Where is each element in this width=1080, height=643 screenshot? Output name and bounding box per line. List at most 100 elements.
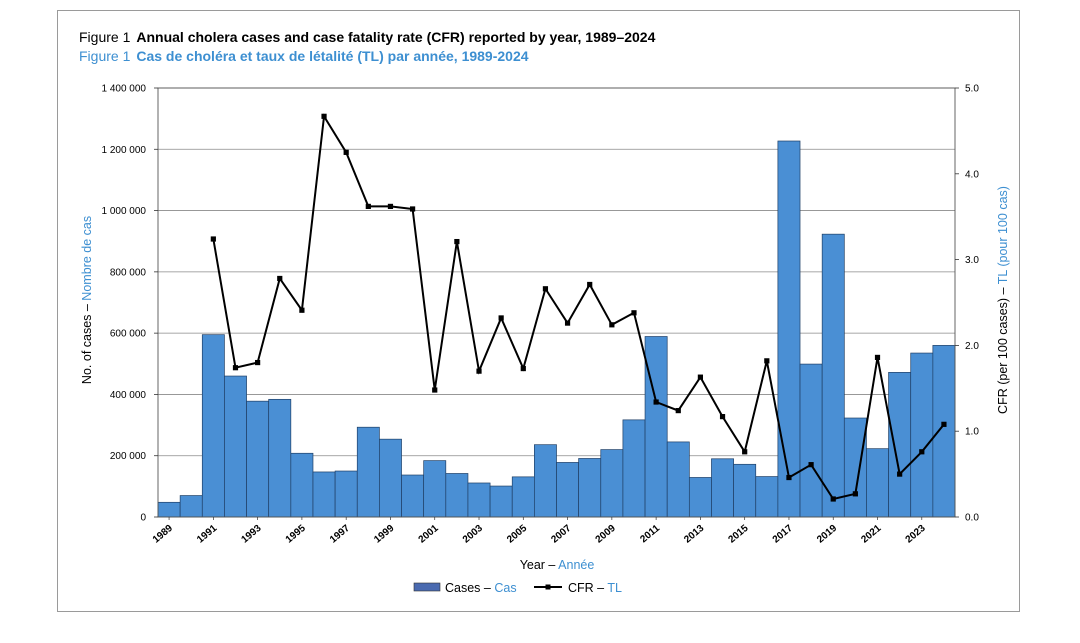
x-tick-label: 2009 [594, 523, 618, 546]
bar-2018 [799, 363, 823, 518]
cfr-point-2013 [697, 374, 704, 380]
cfr-line [212, 113, 945, 501]
cfr-point-2022 [897, 471, 903, 477]
bar-2015 [733, 463, 757, 518]
bar-2006 [534, 444, 557, 518]
figure-title-en: Figure 1 Annual cholera cases and case fa… [79, 29, 655, 45]
bar-2017 [777, 140, 801, 518]
right-tick-label: 1.0 [965, 427, 979, 438]
left-tick-label: 1 000 000 [102, 206, 147, 217]
left-tick-label: 1 200 000 [102, 145, 147, 156]
x-tick-label: 1995 [284, 523, 308, 546]
bar-2024 [932, 345, 956, 518]
x-axis-title: Year – Année [520, 558, 595, 572]
right-axis-title-en: CFR (per 100 cases) – [996, 284, 1010, 414]
cfr-point-2020 [852, 491, 858, 497]
bar-2007 [556, 462, 579, 518]
cfr-point-2023 [919, 449, 925, 455]
cfr-point-1993 [255, 359, 261, 366]
bar-2016 [755, 476, 779, 518]
left-tick-label: 800 000 [110, 267, 147, 278]
legend-cases-fr: Cas [494, 581, 516, 595]
cfr-point-2008 [587, 281, 593, 288]
cfr-point-1999 [387, 203, 394, 210]
bar-2000 [401, 474, 425, 518]
bar-2005 [511, 476, 535, 518]
x-axis-ticks: 1989 1991 1993 1995 1997 1999 2001 2003 2005 2007… [151, 517, 928, 546]
bar-2008 [578, 458, 602, 518]
bar-2002 [445, 473, 469, 518]
left-tick-label: 1 400 000 [102, 84, 147, 95]
cfr-point-2016 [764, 358, 770, 364]
bar-2014 [711, 458, 734, 518]
figure-title-fr: Figure 1 Cas de choléra et taux de létali… [79, 48, 529, 64]
legend-cases-label: Cases – Cas [445, 581, 517, 595]
right-tick-label: 3.0 [965, 255, 979, 266]
x-axis-title-fr: Année [558, 558, 594, 572]
x-tick-label: 2001 [417, 523, 441, 546]
cfr-point-1997 [343, 149, 349, 155]
legend-cfr-marker [545, 584, 551, 590]
cfr-point-2003 [476, 368, 482, 374]
cfr-point-2010 [631, 310, 637, 316]
bar-2013 [688, 477, 712, 518]
cfr-point-2021 [874, 354, 881, 361]
bar-2011 [644, 336, 668, 518]
left-axis-title: No. of cases – Nombre de cas [80, 216, 94, 384]
cfr-point-2019 [830, 496, 836, 502]
cfr-point-2002 [454, 238, 460, 245]
bar-2003 [467, 482, 491, 518]
cfr-point-1991 [210, 236, 216, 242]
x-tick-label: 2005 [505, 523, 529, 546]
bar-1995 [290, 452, 314, 518]
right-axis-title-fr: TL (pour 100 cas) [996, 186, 1010, 284]
x-tick-label: 2017 [771, 523, 795, 546]
title-text-fr: Cas de choléra et taux de létalité (TL) … [136, 48, 529, 64]
left-axis-title-fr: Nombre de cas [80, 216, 94, 301]
bar-1996 [312, 471, 336, 518]
bar-2020 [843, 417, 867, 518]
legend-cfr-en: CFR – [568, 581, 607, 595]
title-text-en: Annual cholera cases and case fatality r… [136, 29, 656, 45]
bar-2019 [821, 233, 845, 518]
legend: Cases – Cas CFR – TL [413, 581, 622, 595]
legend-cfr-label: CFR – TL [568, 581, 622, 595]
cfr-point-2000 [409, 206, 416, 212]
bar-2010 [622, 419, 646, 518]
x-axis-title-en: Year – [520, 558, 558, 572]
left-tick-label: 200 000 [110, 451, 147, 462]
x-tick-label: 2015 [726, 523, 750, 546]
x-tick-label: 2011 [638, 523, 662, 546]
legend-cases-swatch [413, 582, 441, 592]
bar-1998 [356, 426, 380, 518]
left-tick-label: 0 [140, 513, 146, 524]
cfr-point-2007 [564, 320, 571, 326]
bar-2001 [423, 460, 447, 518]
cfr-point-1994 [277, 275, 283, 282]
cfr-point-2012 [675, 408, 681, 414]
cfr-point-2005 [520, 365, 526, 372]
plot-border [157, 87, 956, 518]
bar-2012 [666, 441, 690, 518]
legend-cfr-fr: TL [607, 581, 622, 595]
cfr-point-1996 [321, 113, 327, 119]
right-tick-label: 0.0 [965, 513, 979, 524]
cfr-point-2017 [786, 474, 792, 481]
x-tick-label: 1993 [239, 523, 263, 546]
cfr-point-2018 [808, 462, 814, 468]
cfr-point-2009 [609, 322, 615, 328]
x-tick-label: 2023 [904, 523, 928, 546]
legend-cases-en: Cases – [445, 581, 494, 595]
x-tick-label: 2019 [815, 523, 839, 546]
bar-1989 [157, 501, 181, 518]
cfr-point-2014 [719, 414, 726, 420]
cfr-line-series [210, 113, 947, 502]
right-tick-label: 5.0 [965, 84, 979, 95]
cfr-point-2001 [432, 387, 438, 393]
bar-1991 [201, 334, 225, 518]
left-tick-label: 400 000 [110, 390, 147, 401]
left-axis-ticks: 0 200 000 400 000 600 000 800 000 1 000 000 1 … [102, 84, 158, 524]
bar-2004 [489, 485, 513, 518]
right-tick-label: 2.0 [965, 341, 979, 352]
